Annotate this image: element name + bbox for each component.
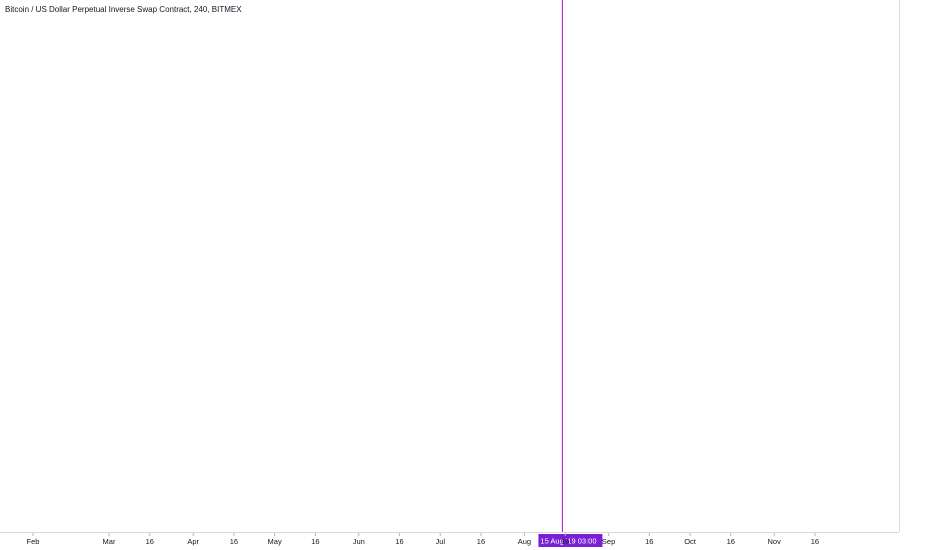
time-tick-label: Mar	[103, 537, 116, 546]
time-tick-label: 16	[395, 537, 403, 546]
time-axis-divider	[0, 532, 899, 533]
time-tick-label: 16	[146, 537, 154, 546]
time-tick-label: 16	[311, 537, 319, 546]
time-tick-label: Jul	[435, 537, 445, 546]
time-tick-label: Feb	[27, 537, 40, 546]
time-tick-label: Nov	[768, 537, 782, 546]
time-tick-label: May	[268, 537, 282, 546]
time-tick-label: Aug	[518, 537, 531, 546]
vertical-line: 15 Aug '19 03:00	[538, 0, 603, 547]
time-tick-label: 16	[727, 537, 735, 546]
time-tick-label: 16	[645, 537, 653, 546]
chart-title: Bitcoin / US Dollar Perpetual Inverse Sw…	[5, 5, 242, 14]
time-tick-label: 16	[561, 537, 569, 546]
date-marker-tag	[538, 534, 603, 547]
time-tick-label: 16	[811, 537, 819, 546]
time-tick-label: 16	[477, 537, 485, 546]
time-axis: Feb Mar 16 Apr 16 May 16 Jun 16 Jul 16 Aug 16 Sep 16 Oc…	[27, 532, 819, 546]
date-marker-label: 15 Aug '19 03:00	[540, 537, 596, 546]
time-tick-label: Oct	[684, 537, 697, 546]
time-tick-label: Apr	[187, 537, 199, 546]
price-axis-divider	[899, 0, 900, 532]
time-tick-label: 16	[230, 537, 238, 546]
time-tick-label: Sep	[602, 537, 615, 546]
time-tick-label: Jun	[353, 537, 365, 546]
